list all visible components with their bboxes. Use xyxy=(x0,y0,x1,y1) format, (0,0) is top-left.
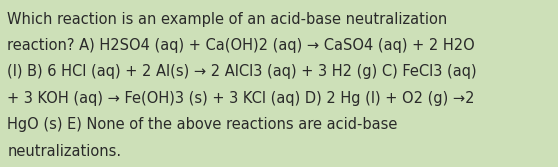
Text: neutralizations.: neutralizations. xyxy=(7,144,122,159)
Text: + 3 KOH (aq) → Fe(OH)3 (s) + 3 KCl (aq) D) 2 Hg (l) + O2 (g) →2: + 3 KOH (aq) → Fe(OH)3 (s) + 3 KCl (aq) … xyxy=(7,91,475,106)
Text: reaction? A) H2SO4 (aq) + Ca(OH)2 (aq) → CaSO4 (aq) + 2 H2O: reaction? A) H2SO4 (aq) + Ca(OH)2 (aq) →… xyxy=(7,38,475,53)
Text: Which reaction is an example of an acid-base neutralization: Which reaction is an example of an acid-… xyxy=(7,12,448,27)
Text: (l) B) 6 HCl (aq) + 2 Al(s) → 2 AlCl3 (aq) + 3 H2 (g) C) FeCl3 (aq): (l) B) 6 HCl (aq) + 2 Al(s) → 2 AlCl3 (a… xyxy=(7,64,477,79)
Text: HgO (s) E) None of the above reactions are acid-base: HgO (s) E) None of the above reactions a… xyxy=(7,117,398,132)
